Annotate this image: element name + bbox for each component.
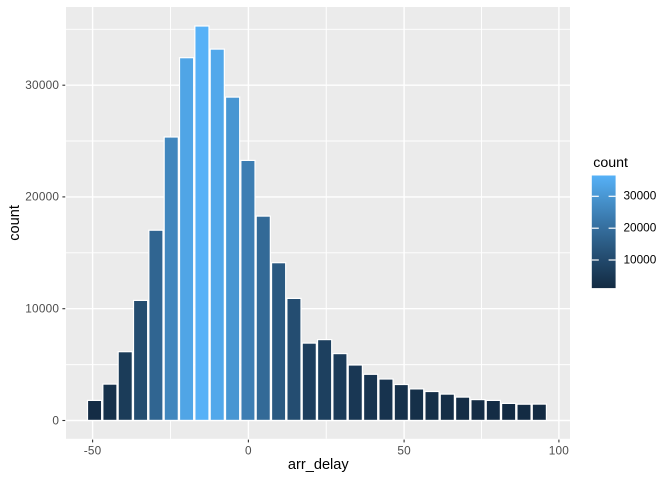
svg-text:10000: 10000 <box>624 252 657 266</box>
svg-text:0: 0 <box>245 443 252 457</box>
svg-text:30000: 30000 <box>624 189 657 203</box>
svg-text:100: 100 <box>549 443 570 457</box>
svg-text:count: count <box>7 205 23 241</box>
svg-text:50: 50 <box>397 443 411 457</box>
svg-text:30000: 30000 <box>25 78 59 92</box>
svg-text:0: 0 <box>52 413 59 427</box>
svg-text:-50: -50 <box>84 443 102 457</box>
svg-text:10000: 10000 <box>25 302 59 316</box>
svg-text:arr_delay: arr_delay <box>288 457 350 473</box>
svg-text:20000: 20000 <box>25 190 59 204</box>
svg-text:count: count <box>593 155 628 171</box>
svg-text:20000: 20000 <box>624 221 657 235</box>
